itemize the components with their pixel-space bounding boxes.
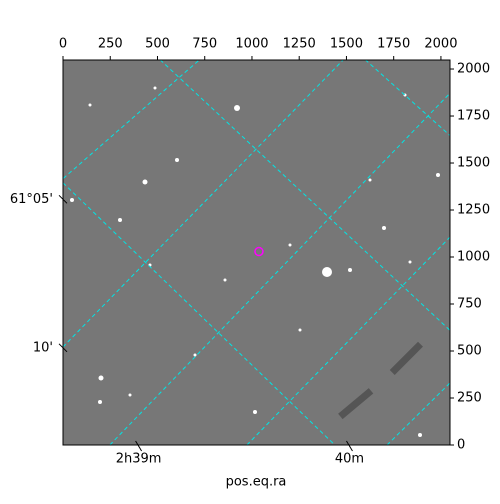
coordinate-grid xyxy=(63,60,450,445)
x-tick-label: 2000 xyxy=(424,37,457,52)
dec-tick xyxy=(58,194,68,204)
y-tick-label: 0 xyxy=(457,438,465,453)
axes-frame xyxy=(62,59,451,446)
ra-tick-label: 40m xyxy=(335,452,364,467)
sky-image xyxy=(63,60,450,445)
x-tick-label: 250 xyxy=(98,37,123,52)
ra-tick xyxy=(346,440,353,452)
x-tick-label: 750 xyxy=(192,37,217,52)
ra-tick xyxy=(135,440,143,452)
x-axis-label: pos.eq.ra xyxy=(226,475,287,490)
dec-tick xyxy=(58,343,68,353)
dec-tick-label: 10' xyxy=(33,340,53,355)
y-tick-label: 1250 xyxy=(457,203,490,218)
x-tick-label: 1000 xyxy=(235,37,268,52)
x-tick-label: 500 xyxy=(145,37,170,52)
y-tick-label: 500 xyxy=(457,344,482,359)
target-marker xyxy=(254,246,264,257)
x-tick-label: 1750 xyxy=(377,37,410,52)
y-tick-label: 1750 xyxy=(457,109,490,124)
y-tick-label: 250 xyxy=(457,391,482,406)
x-tick-label: 1500 xyxy=(330,37,363,52)
x-tick-label: 0 xyxy=(59,37,67,52)
dec-tick-label: 61°05' xyxy=(10,192,53,207)
stars xyxy=(70,86,440,437)
y-tick-label: 1000 xyxy=(457,250,490,265)
ra-tick-label: 2h39m xyxy=(116,452,162,467)
y-tick-label: 750 xyxy=(457,297,482,312)
y-tick-label: 1500 xyxy=(457,156,490,171)
y-tick-label: 2000 xyxy=(457,62,490,77)
x-tick-label: 1250 xyxy=(283,37,316,52)
